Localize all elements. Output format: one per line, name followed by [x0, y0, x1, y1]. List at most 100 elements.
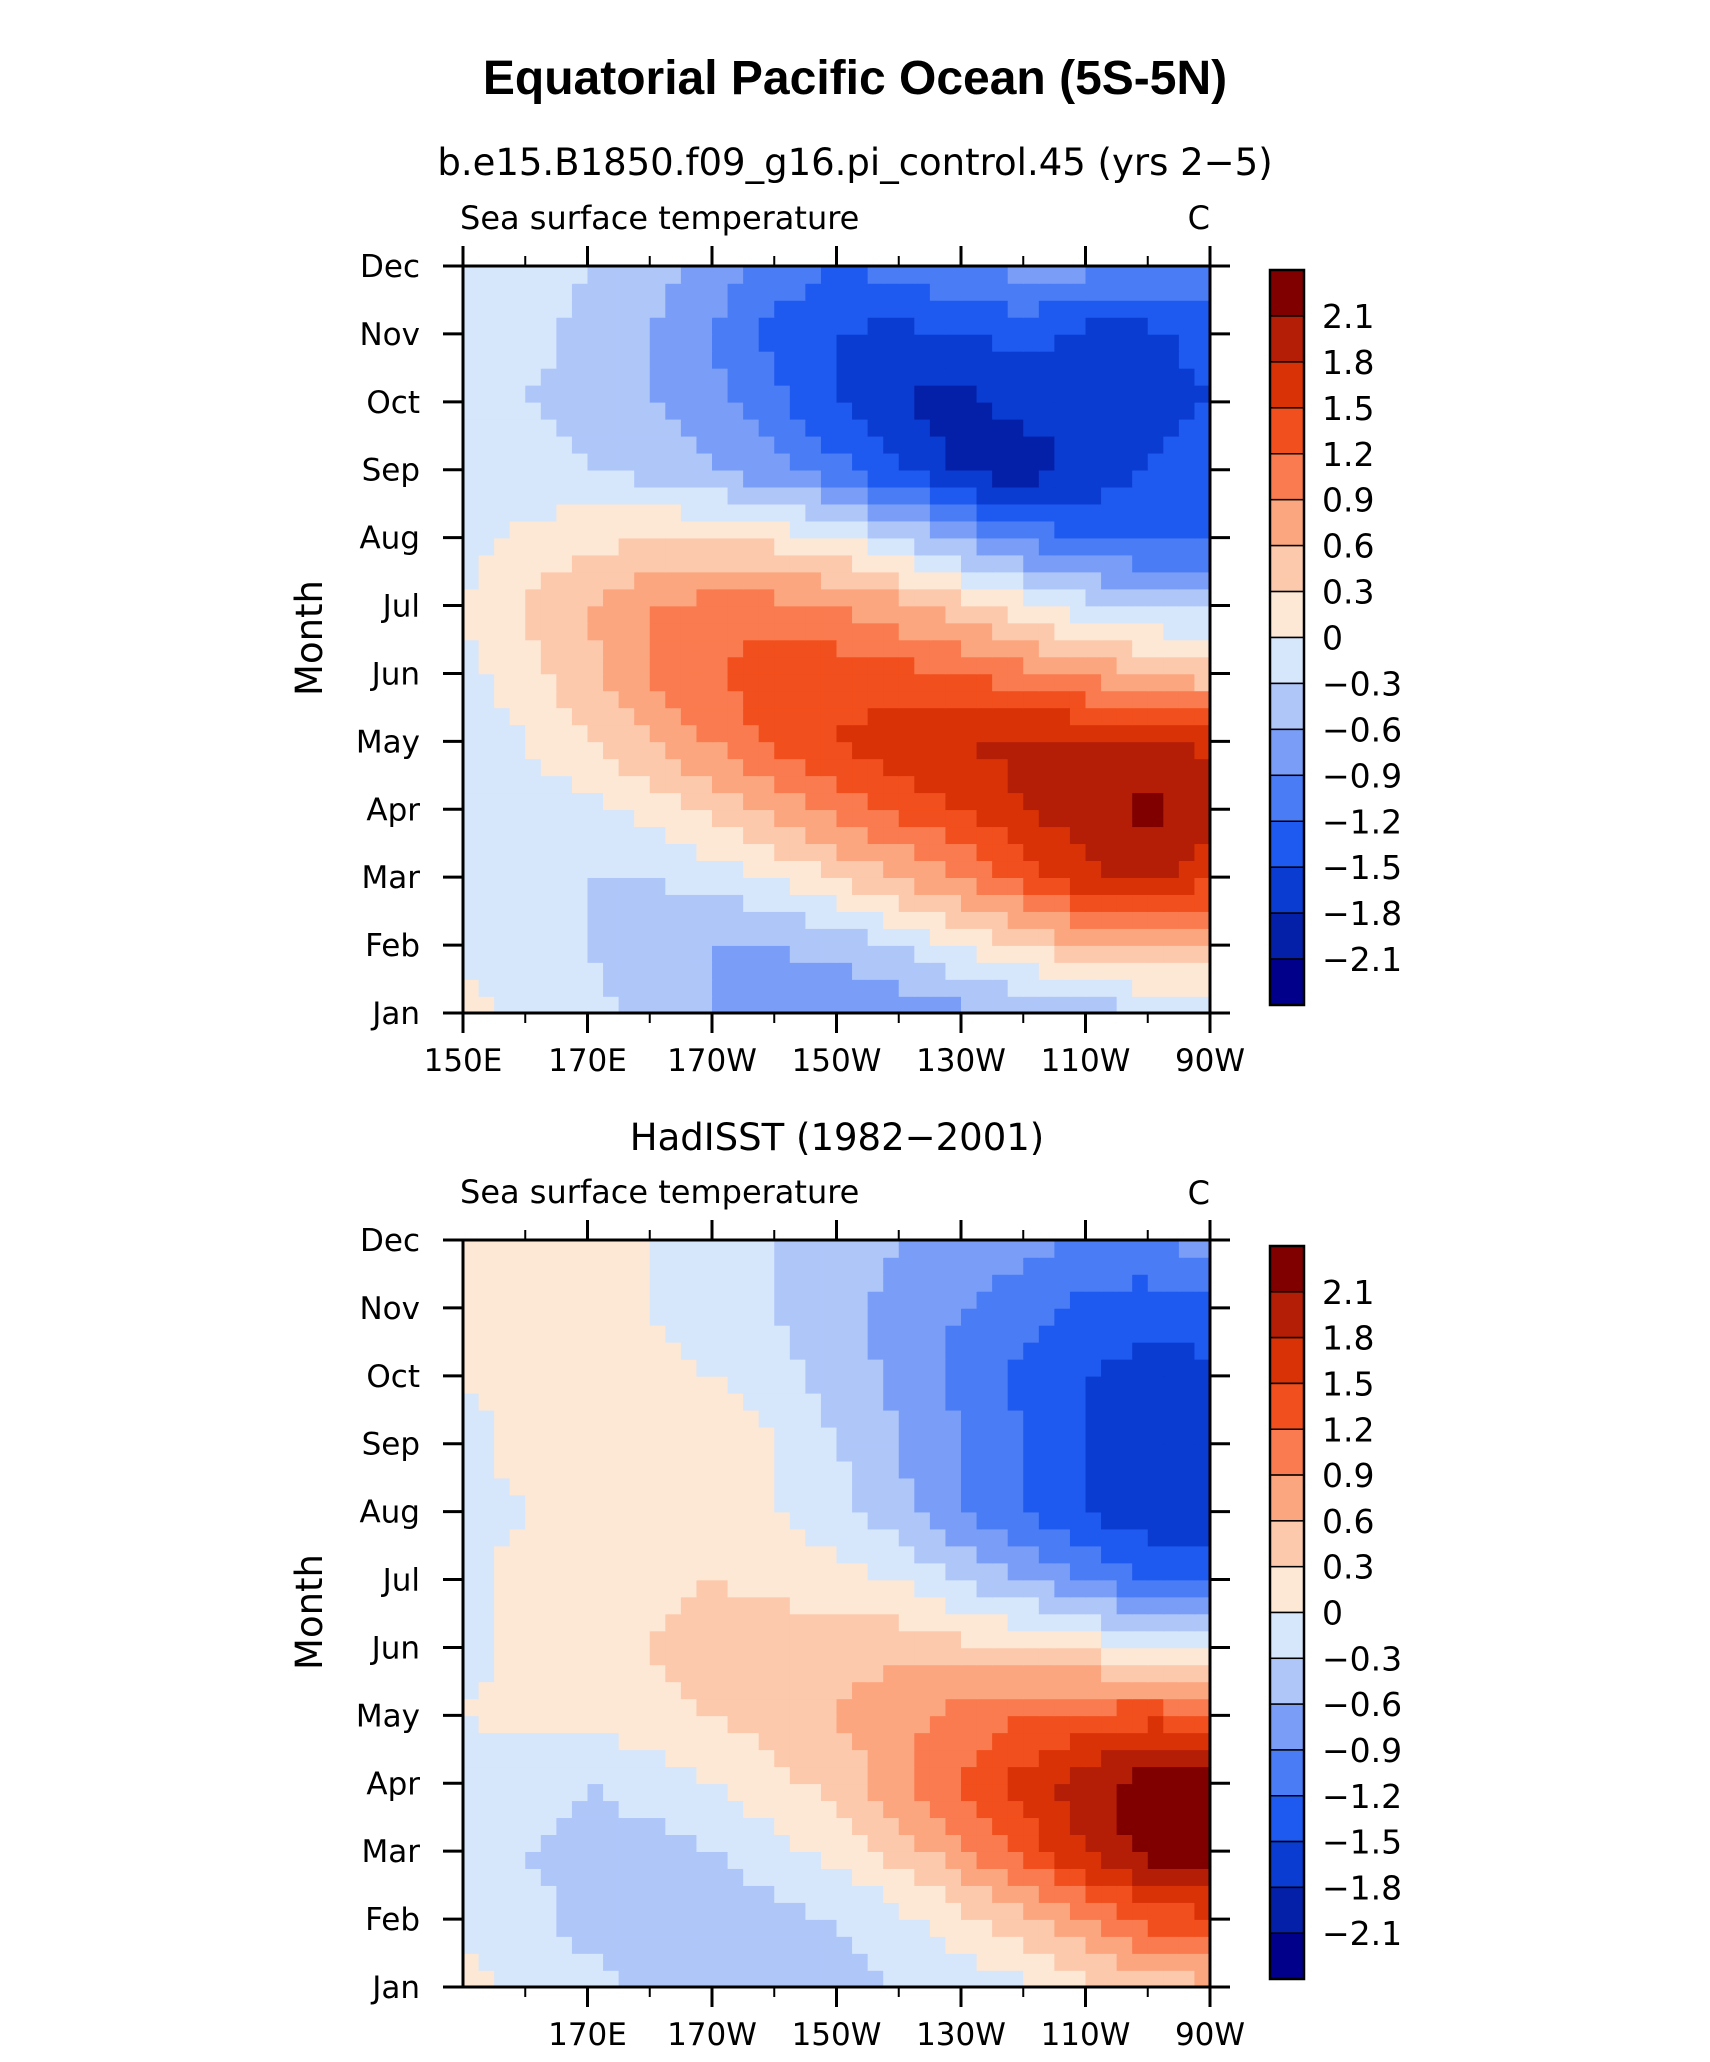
contour-cell [976, 945, 993, 963]
contour-cell [649, 486, 667, 505]
contour-cell [494, 1358, 511, 1377]
contour-cell [634, 1528, 651, 1547]
colorbar-swatch [1269, 544, 1305, 593]
contour-cell [509, 537, 527, 556]
contour-cell [571, 894, 589, 912]
contour-cell [1147, 1885, 1165, 1903]
contour-cell [494, 724, 511, 743]
contour-cell [852, 1494, 869, 1513]
contour-cell [587, 843, 604, 862]
contour-cell [665, 656, 682, 675]
contour-cell [540, 1494, 558, 1513]
contour-cell [836, 1715, 853, 1734]
contour-cell [587, 367, 604, 386]
contour-cell [540, 656, 558, 675]
contour-cell [696, 1953, 713, 1971]
contour-cell [649, 690, 667, 709]
contour-cell [976, 1256, 993, 1275]
contour-cell [509, 724, 527, 743]
contour-cell [603, 741, 620, 760]
contour-cell [1007, 1562, 1025, 1581]
contour-cell [774, 639, 791, 658]
contour-cell [961, 741, 978, 760]
contour-cell [867, 707, 884, 726]
contour-cell [914, 1324, 931, 1343]
contour-cell [509, 1630, 527, 1649]
contour-cell [571, 1953, 589, 1971]
contour-cell [494, 1732, 511, 1751]
contour-cell [836, 418, 853, 437]
contour-cell [883, 1528, 900, 1547]
contour-cell [463, 1919, 480, 1937]
contour-cell [1085, 1341, 1102, 1360]
contour-cell [758, 1426, 776, 1445]
contour-cell [727, 1919, 744, 1937]
contour-cell [1007, 571, 1025, 590]
colorbar-label: −1.2 [1322, 1777, 1402, 1816]
contour-cell [618, 1613, 635, 1632]
contour-cell [1007, 1596, 1025, 1615]
contour-cell [494, 826, 511, 845]
contour-cell [1007, 1426, 1025, 1445]
contour-cell [1101, 571, 1118, 590]
contour-cell [649, 1256, 667, 1275]
contour-cell [665, 1426, 682, 1445]
contour-cell [540, 1732, 558, 1751]
contour-cell [712, 1885, 729, 1903]
contour-cell [1132, 979, 1149, 997]
contour-cell [1085, 1443, 1102, 1462]
contour-cell [649, 469, 667, 488]
contour-cell [696, 554, 713, 573]
contour-cell [898, 1783, 916, 1802]
contour-cell [914, 282, 931, 301]
contour-cell [820, 1902, 838, 1920]
contour-cell [1163, 843, 1180, 862]
contour-cell [478, 537, 495, 556]
contour-cell [1147, 1783, 1165, 1802]
contour-cell [929, 266, 947, 284]
contour-cell [929, 1341, 947, 1360]
contour-cell [976, 1715, 993, 1734]
contour-cell [727, 384, 744, 403]
contour-cell [992, 266, 1009, 284]
contour-cell [867, 1443, 884, 1462]
contour-cell [649, 877, 667, 895]
contour-cell [618, 962, 635, 980]
contour-cell [1116, 1953, 1133, 1971]
contour-cell [525, 1851, 542, 1869]
contour-cell [571, 1579, 589, 1598]
y-tick-label: Sep [362, 1427, 420, 1463]
contour-cell [992, 843, 1009, 862]
contour-cell [525, 877, 542, 895]
contour-cell [914, 1783, 931, 1802]
contour-cell [961, 1698, 978, 1717]
contour-cell [634, 1409, 651, 1428]
contour-cell [992, 1324, 1009, 1343]
contour-cell [867, 1664, 884, 1683]
contour-cell [867, 673, 884, 692]
colorbar-swatch [1269, 682, 1305, 731]
contour-cell [758, 1834, 776, 1852]
contour-cell [634, 1358, 651, 1377]
contour-cell [1007, 1885, 1025, 1903]
contour-cell [820, 401, 838, 420]
contour-cell [494, 1596, 511, 1615]
contour-cell [1069, 962, 1087, 980]
contour-cell [1132, 1392, 1149, 1411]
contour-cell [992, 826, 1009, 845]
contour-cell [1163, 945, 1180, 963]
colorbar-label: 0.3 [1322, 1548, 1374, 1587]
contour-cell [1194, 1919, 1211, 1937]
contour-cell [883, 1375, 900, 1394]
contour-cell [1178, 1307, 1196, 1326]
contour-cell [867, 486, 884, 505]
contour-cell [1132, 1766, 1149, 1785]
contour-cell [758, 1494, 776, 1513]
contour-cell [1116, 571, 1133, 590]
contour-cell [509, 877, 527, 895]
contour-cell [1116, 486, 1133, 505]
contour-cell [1023, 707, 1040, 726]
contour-cell [1054, 1817, 1071, 1836]
contour-cell [478, 1240, 495, 1258]
contour-cell [1178, 775, 1196, 794]
